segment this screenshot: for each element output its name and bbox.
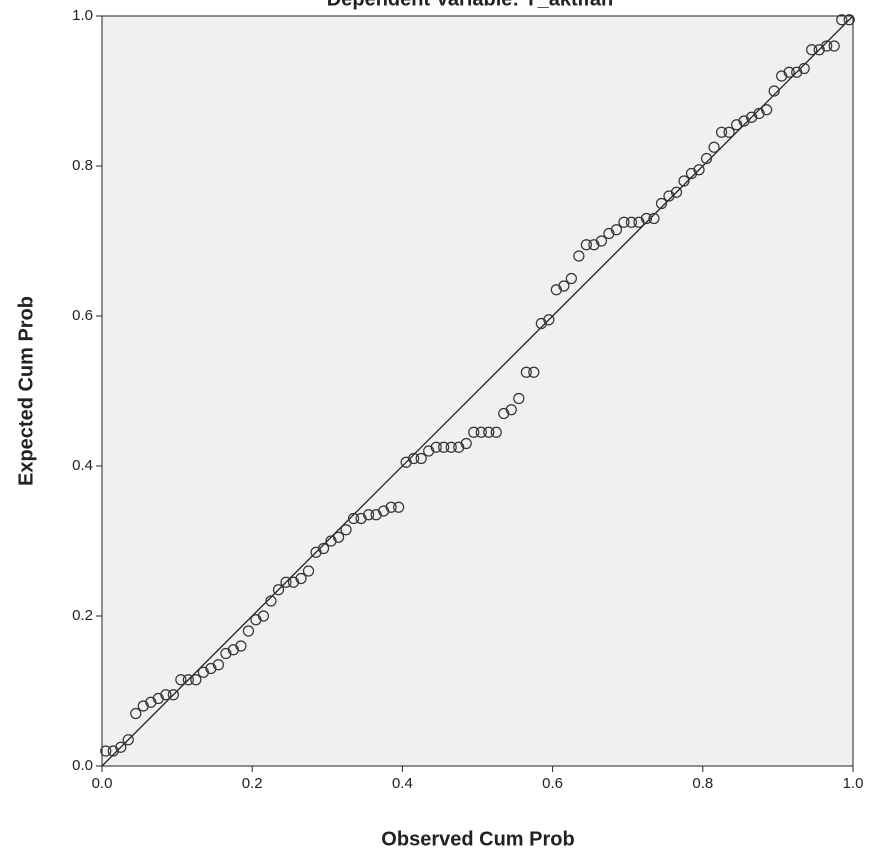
point <box>302 565 315 577</box>
point <box>783 66 795 78</box>
point <box>385 501 397 513</box>
y-tick-label: 0.8 <box>72 157 93 174</box>
point <box>468 426 480 438</box>
point <box>347 512 360 525</box>
point <box>295 572 307 585</box>
point <box>761 104 773 116</box>
point <box>483 426 495 438</box>
point <box>393 501 405 513</box>
point <box>212 659 225 671</box>
point <box>430 441 442 453</box>
point <box>280 576 292 588</box>
point <box>610 224 623 236</box>
point <box>272 584 285 596</box>
reference-line <box>101 15 854 767</box>
x-tick-label: 0.4 <box>392 775 413 792</box>
x-tick-label: 0.2 <box>242 775 263 792</box>
point <box>505 404 517 416</box>
y-tick-label: 0.6 <box>72 307 93 324</box>
point <box>182 674 194 686</box>
point <box>317 542 330 555</box>
point <box>513 392 525 405</box>
point <box>167 689 179 701</box>
point <box>723 126 735 138</box>
y-axis-title: Expected Cum Prob <box>15 296 37 486</box>
point <box>595 235 608 247</box>
point <box>460 437 472 450</box>
point <box>670 186 683 198</box>
point <box>558 280 570 292</box>
chart-title: Dependent Variable: Y_aktifan <box>327 0 613 10</box>
point <box>475 426 487 438</box>
point <box>768 85 780 97</box>
point <box>625 216 638 228</box>
point <box>160 689 172 701</box>
point <box>678 175 690 187</box>
x-tick-label: 0.8 <box>692 775 713 792</box>
point <box>235 640 247 652</box>
point <box>708 141 720 153</box>
point <box>806 44 818 56</box>
point <box>821 40 833 52</box>
point <box>332 531 345 543</box>
point <box>640 212 653 225</box>
point <box>618 216 630 228</box>
point <box>490 426 502 438</box>
point <box>242 625 255 637</box>
point <box>257 610 270 622</box>
y-tick-label: 0.4 <box>72 457 93 474</box>
point <box>843 14 855 26</box>
y-tick-label: 1.0 <box>72 7 93 24</box>
y-tick-label: 0.2 <box>72 607 93 624</box>
point <box>543 314 555 326</box>
point <box>700 152 713 165</box>
point <box>693 164 705 176</box>
point <box>265 595 277 607</box>
point <box>363 509 375 521</box>
point <box>130 707 142 720</box>
point <box>828 40 840 52</box>
x-axis-title: Observed Cum Prob <box>381 828 574 850</box>
y-tick-label: 0.0 <box>72 757 93 774</box>
x-tick-label: 0.6 <box>542 775 563 792</box>
point <box>175 674 187 686</box>
x-tick-label: 1.0 <box>843 775 864 792</box>
point <box>573 250 585 262</box>
point <box>100 745 112 757</box>
point <box>655 197 668 210</box>
point <box>408 452 420 465</box>
point <box>648 212 660 225</box>
point <box>528 366 540 378</box>
point <box>715 126 728 138</box>
x-tick-label: 0.0 <box>92 775 113 792</box>
point <box>445 441 457 453</box>
point <box>190 674 202 686</box>
point <box>580 239 592 251</box>
point <box>565 272 577 285</box>
point <box>520 366 532 378</box>
point <box>122 734 134 746</box>
point <box>798 62 810 75</box>
point <box>836 14 848 26</box>
point <box>438 441 450 453</box>
point <box>340 524 352 536</box>
point <box>115 741 127 753</box>
point <box>415 452 427 465</box>
